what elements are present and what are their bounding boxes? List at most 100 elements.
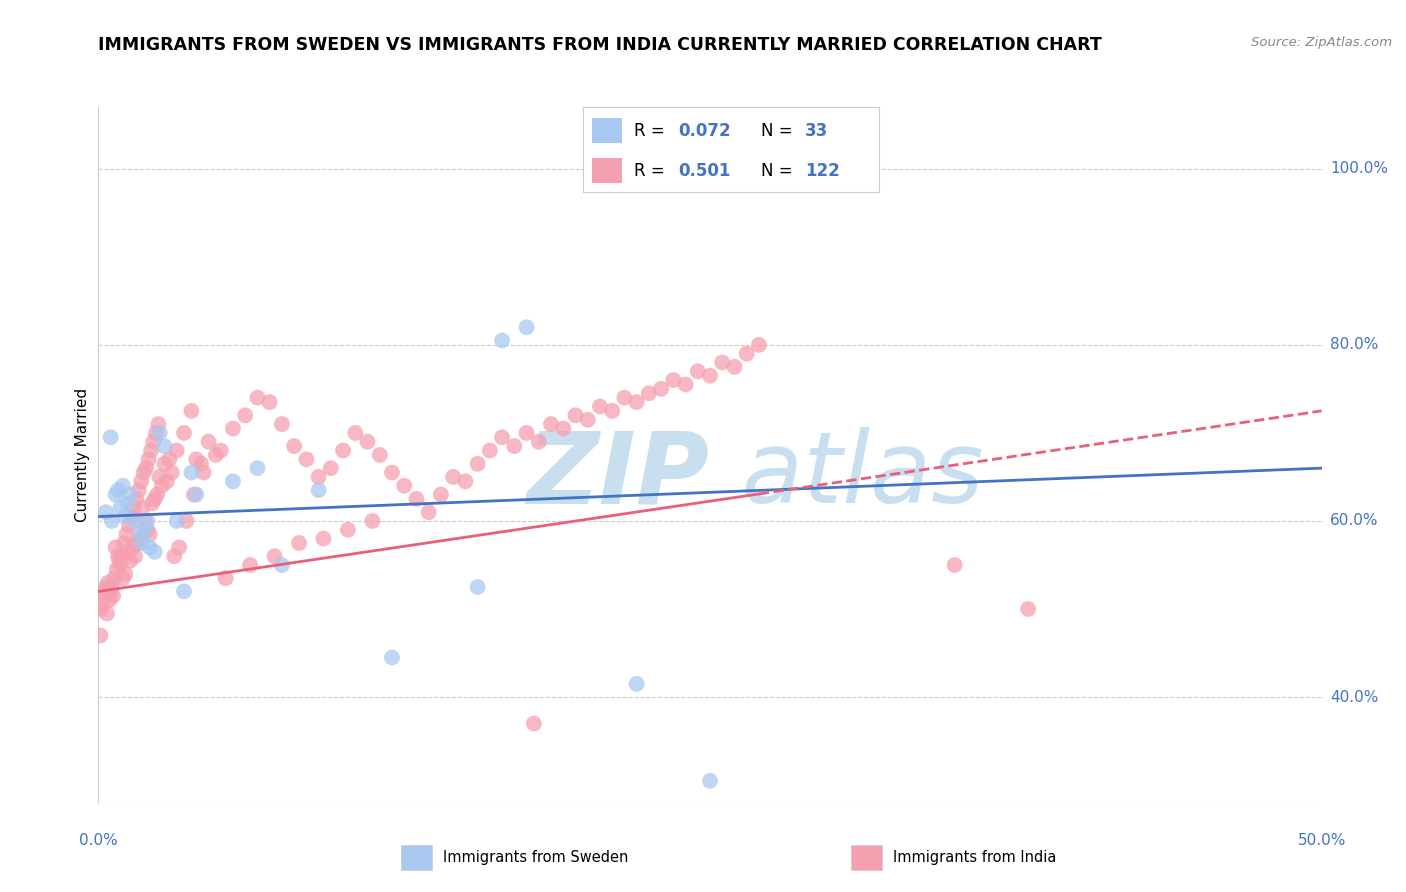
Point [626, 395, 648, 409]
Point [381, 466, 404, 480]
Point [308, 470, 330, 484]
Point [134, 523, 156, 537]
Point [943, 558, 966, 572]
Text: 50.0%: 50.0% [1298, 833, 1346, 848]
Point [131, 536, 153, 550]
Point [112, 536, 135, 550]
Point [93, 589, 115, 603]
Point [564, 409, 586, 423]
FancyBboxPatch shape [592, 118, 621, 144]
Point [699, 773, 721, 788]
Point [128, 483, 150, 497]
Text: Immigrants from Sweden: Immigrants from Sweden [443, 850, 628, 864]
Point [131, 500, 153, 515]
Point [527, 434, 550, 449]
Point [711, 355, 734, 369]
Point [312, 532, 335, 546]
Point [163, 549, 186, 564]
Point [149, 470, 172, 484]
Text: 33: 33 [804, 122, 828, 140]
Point [111, 549, 134, 564]
Point [626, 677, 648, 691]
Point [180, 404, 202, 418]
Point [180, 466, 202, 480]
Point [319, 461, 342, 475]
Point [143, 545, 166, 559]
Point [115, 527, 138, 541]
Point [100, 584, 122, 599]
Point [101, 514, 124, 528]
Point [308, 483, 330, 497]
Y-axis label: Currently Married: Currently Married [75, 388, 90, 522]
Point [125, 491, 148, 506]
Point [173, 425, 195, 440]
Point [288, 536, 311, 550]
Point [197, 434, 219, 449]
Point [117, 496, 139, 510]
Point [107, 549, 129, 564]
Point [111, 571, 134, 585]
Point [118, 518, 141, 533]
Text: 100.0%: 100.0% [1330, 161, 1388, 177]
Text: 80.0%: 80.0% [1330, 337, 1378, 352]
Point [127, 536, 149, 550]
Point [361, 514, 384, 528]
Point [699, 368, 721, 383]
Point [270, 558, 294, 572]
Point [356, 434, 378, 449]
Point [553, 421, 575, 435]
Point [121, 541, 143, 555]
Point [600, 404, 623, 418]
Point [124, 549, 146, 564]
Point [132, 466, 155, 480]
Text: R =: R = [634, 161, 669, 179]
Point [167, 541, 190, 555]
Text: Immigrants from India: Immigrants from India [893, 850, 1056, 864]
Point [110, 558, 132, 572]
Point [139, 541, 162, 555]
Text: R =: R = [634, 122, 669, 140]
Point [205, 448, 228, 462]
Point [723, 359, 745, 374]
Point [94, 580, 117, 594]
Point [405, 491, 427, 506]
Point [478, 443, 501, 458]
Point [90, 602, 112, 616]
Point [145, 425, 167, 440]
Point [143, 491, 166, 506]
Text: 40.0%: 40.0% [1330, 690, 1378, 705]
Point [1017, 602, 1039, 616]
Point [332, 443, 354, 458]
Text: 0.501: 0.501 [678, 161, 730, 179]
Point [107, 483, 129, 497]
Point [136, 523, 159, 537]
Point [138, 452, 160, 467]
Point [91, 584, 114, 599]
Point [233, 409, 256, 423]
Point [491, 334, 513, 348]
Point [100, 430, 122, 444]
Text: ZIP: ZIP [527, 427, 710, 524]
Point [222, 421, 245, 435]
Point [381, 650, 404, 665]
Point [129, 527, 152, 541]
Text: 0.0%: 0.0% [79, 833, 118, 848]
Point [662, 373, 685, 387]
Point [516, 425, 538, 440]
Point [176, 514, 198, 528]
Point [491, 430, 513, 444]
Point [454, 475, 477, 489]
Point [589, 400, 612, 414]
Point [135, 461, 157, 475]
Point [430, 487, 453, 501]
Point [467, 580, 489, 594]
Point [186, 452, 208, 467]
Point [441, 470, 464, 484]
Point [94, 505, 117, 519]
Point [650, 382, 672, 396]
Point [101, 589, 124, 603]
Point [523, 716, 546, 731]
Point [105, 562, 128, 576]
Point [686, 364, 709, 378]
Point [98, 593, 121, 607]
